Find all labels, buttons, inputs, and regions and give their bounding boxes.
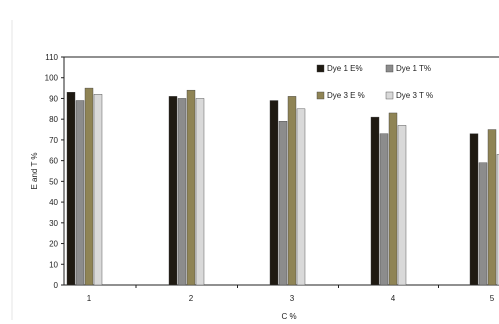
y-tick-label: 70 <box>49 136 58 145</box>
y-tick-label: 90 <box>49 94 58 103</box>
x-tick-label: 4 <box>391 294 396 303</box>
bar <box>269 100 279 286</box>
legend-swatch <box>316 91 325 100</box>
y-axis: 0 10 20 30 40 50 60 70 80 90 100 110 <box>45 53 64 290</box>
y-tick-label: 20 <box>49 240 58 249</box>
legend: Dye 1 E% Dye 1 T% Dye 3 E % Dye 3 T % <box>316 64 433 100</box>
y-tick-label: 100 <box>45 74 59 83</box>
x-tick-label: 5 <box>490 294 495 303</box>
y-tick-label: 0 <box>54 281 59 290</box>
bar <box>379 133 389 286</box>
bar <box>388 112 398 286</box>
bar <box>66 92 76 286</box>
x-tick-label: 3 <box>290 294 295 303</box>
y-tick-label: 50 <box>49 177 58 186</box>
bar <box>496 154 499 286</box>
bar <box>278 121 288 286</box>
x-axis: 1 2 3 4 5 <box>87 285 495 303</box>
bar <box>478 162 488 286</box>
y-tick-label: 10 <box>49 260 58 269</box>
legend-swatch <box>385 64 394 73</box>
bar <box>487 129 497 286</box>
legend-label: Dye 1 T% <box>396 64 431 73</box>
bar <box>370 116 380 286</box>
plot-area <box>63 56 499 286</box>
bar <box>75 100 85 286</box>
bar <box>177 98 187 286</box>
y-tick-label: 60 <box>49 157 58 166</box>
y-tick-label: 110 <box>45 53 58 62</box>
bar <box>397 125 407 286</box>
y-tick-label: 80 <box>49 115 58 124</box>
legend-label: Dye 3 E % <box>327 91 365 100</box>
legend-label: Dye 1 E% <box>327 64 363 73</box>
legend-label: Dye 3 T % <box>396 91 433 100</box>
bar <box>168 96 178 286</box>
bar <box>84 87 94 286</box>
y-tick-label: 30 <box>49 219 58 228</box>
bar <box>93 94 103 286</box>
legend-swatch <box>316 64 325 73</box>
x-tick-label: 1 <box>87 294 92 303</box>
y-tick-label: 40 <box>49 198 58 207</box>
bar <box>296 108 306 286</box>
bar <box>469 133 479 286</box>
legend-swatch <box>385 91 394 100</box>
bar <box>195 98 205 286</box>
bar <box>186 89 196 286</box>
y-axis-title: E and T % <box>30 152 39 189</box>
x-tick-label: 2 <box>189 294 194 303</box>
bar <box>287 96 297 286</box>
x-axis-title: C % <box>281 312 296 321</box>
